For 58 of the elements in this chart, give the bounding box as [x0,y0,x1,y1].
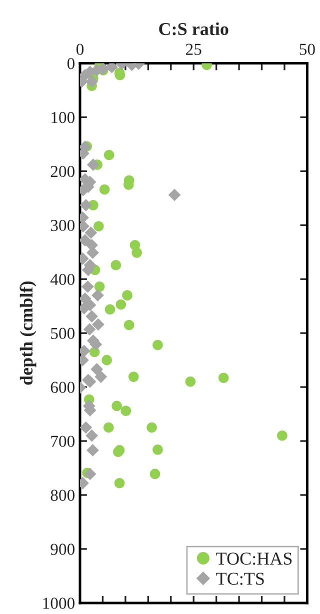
y-tick-label: 900 [50,544,75,555]
point [99,184,110,195]
point [150,468,160,480]
point [86,429,98,442]
point [112,400,122,412]
point [114,478,125,488]
point [84,468,96,480]
x-tick-label: 50 [300,44,315,55]
point [218,372,229,384]
point [168,188,181,202]
point [84,226,98,239]
point [83,323,96,336]
y-tick-label: 300 [50,220,75,232]
y-tick-label: 800 [50,490,75,501]
point [104,150,114,160]
point [128,372,139,382]
point [90,363,104,376]
point [110,260,122,270]
point [86,75,98,88]
legend-label: TOC:HAS [216,552,292,565]
y-tick-label: 1000 [43,598,75,609]
y-axis-title: depth (cmblf) [20,281,36,385]
point [92,318,104,331]
point [152,340,163,350]
point [122,290,132,300]
point [93,221,104,232]
point [104,304,116,314]
point [146,422,157,433]
point [120,406,132,416]
y-tick-label: 600 [50,382,75,394]
point [94,282,105,292]
legend-label: TC:TS [216,572,264,585]
y-tick-label: 100 [52,112,75,124]
point [103,422,114,433]
point [86,310,98,323]
x-tick-label: 25 [186,44,202,55]
point [82,280,94,293]
point [116,299,126,310]
point [94,370,108,384]
point [86,158,100,171]
x-tick-label: 0 [76,44,84,55]
y-tick-label: 700 [51,436,75,447]
y-tick-label: 200 [50,166,75,178]
point [86,444,99,456]
point [80,198,92,212]
y-tick-label: 500 [51,328,75,340]
point [80,234,92,246]
x-axis-title: C:S ratio [159,22,228,36]
point [185,376,196,387]
point [277,430,288,441]
y-tick-label: 400 [50,274,75,286]
y-tick-label: 0 [67,58,75,70]
point [132,248,142,258]
point [92,289,104,302]
point [80,421,92,434]
point [124,320,134,330]
point [102,354,112,366]
point [152,444,163,455]
